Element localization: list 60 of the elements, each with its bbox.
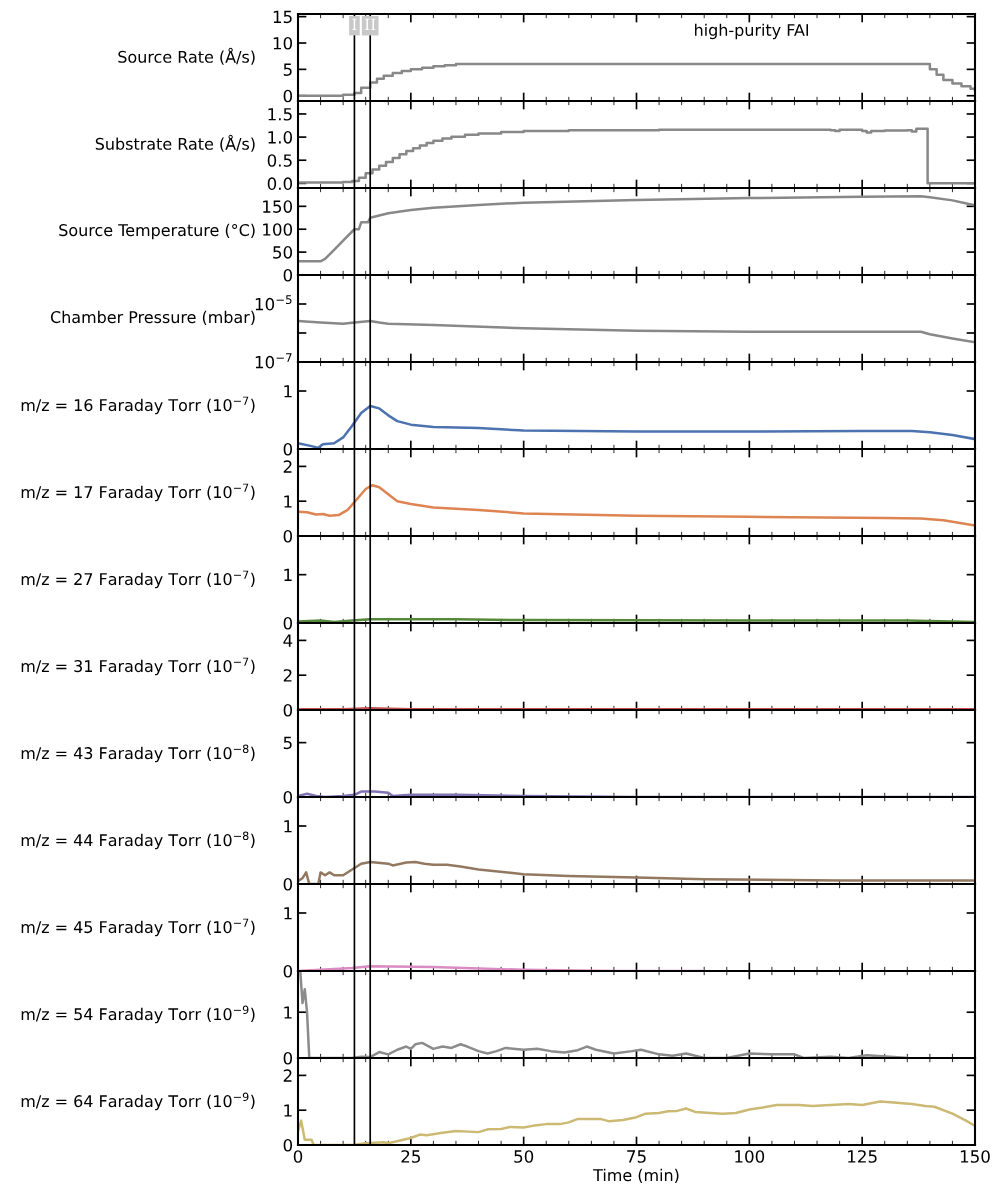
y-tick-label: 1: [284, 907, 292, 920]
y-axis-title: m/z = 45 Faraday Torr (10$^{−7}$): [21, 918, 255, 937]
y-axis-title: Substrate Rate (Å/s): [95, 134, 255, 152]
y-tick-label: 10$^{−7}$: [255, 353, 292, 369]
y-axis-title: m/z = 43 Faraday Torr (10$^{−8}$): [21, 744, 255, 763]
y-axis-title: Source Rate (Å/s): [118, 47, 255, 65]
y-tick-label: 0.0: [267, 177, 293, 190]
y-tick-label: 0: [283, 1051, 293, 1065]
y-tick-label: 5: [283, 63, 292, 76]
y-axis-title: m/z = 44 Faraday Torr (10$^{−8}$): [21, 831, 255, 850]
x-tick-label: 25: [401, 1150, 420, 1163]
x-tick-label: 0: [293, 1150, 303, 1163]
y-axis-title: m/z = 31 Faraday Torr (10$^{−7}$): [21, 657, 255, 676]
y-tick-label: 0: [283, 616, 293, 630]
line-series: [298, 483, 975, 527]
y-tick-label: 2: [283, 669, 292, 682]
line-series: [298, 194, 975, 263]
y-tick-label: 50: [273, 246, 293, 259]
y-tick-label: 0: [283, 703, 293, 717]
y-tick-label: 15: [273, 10, 292, 24]
y-axis-title: m/z = 27 Faraday Torr (10$^{−7}$): [21, 570, 255, 589]
y-axis-title: m/z = 16 Faraday Torr (10$^{−7}$): [21, 396, 255, 415]
y-tick-label: 4: [283, 634, 293, 647]
x-tick-label: 125: [848, 1150, 877, 1163]
y-tick-label: 0: [283, 442, 293, 456]
y-tick-label: 2: [283, 1069, 292, 1082]
y-tick-label: 0: [283, 790, 293, 804]
line-series: [298, 319, 975, 344]
y-tick-label: 1: [284, 385, 292, 398]
y-tick-label: 5: [283, 736, 292, 750]
y-tick-label: 1: [284, 495, 292, 508]
y-tick-label: 10: [273, 36, 293, 50]
y-tick-label: 150: [263, 200, 293, 213]
y-tick-label: 10$^{−5}$: [255, 295, 292, 311]
y-tick-label: 0: [283, 89, 293, 103]
annotation: high-purity FAI: [695, 23, 809, 40]
y-tick-label: 0: [283, 877, 293, 891]
x-axis-title: Time (min): [593, 1168, 679, 1184]
y-tick-label: 0: [283, 964, 293, 978]
y-axis-title: m/z = 54 Faraday Torr (10$^{−9}$): [21, 1005, 255, 1024]
y-axis-title: Chamber Pressure (mbar): [50, 310, 255, 326]
x-tick-label: 100: [735, 1150, 765, 1163]
y-tick-label: 1: [284, 820, 292, 833]
y-tick-label: 0: [283, 268, 293, 282]
x-tick-label: 75: [627, 1150, 646, 1163]
y-tick-label: 1: [284, 1104, 292, 1117]
y-axis-title: Source Temperature (°C): [59, 223, 255, 240]
y-tick-label: 0: [283, 529, 293, 543]
x-tick-label: 150: [960, 1150, 990, 1163]
y-tick-label: 1: [284, 568, 292, 581]
y-tick-label: 1.0: [268, 131, 293, 144]
y-axis-title: m/z = 64 Faraday Torr (10$^{−9}$): [21, 1092, 255, 1111]
y-tick-label: 100: [263, 223, 293, 236]
y-tick-label: 1.5: [268, 108, 292, 121]
y-tick-label: 2: [283, 460, 292, 473]
y-tick-label: 0: [283, 1138, 293, 1152]
x-tick-label: 50: [514, 1150, 534, 1163]
y-axis-title: m/z = 17 Faraday Torr (10$^{−7}$): [21, 483, 255, 502]
y-tick-label: 0.5: [267, 154, 292, 167]
y-tick-label: 1: [284, 1006, 292, 1019]
